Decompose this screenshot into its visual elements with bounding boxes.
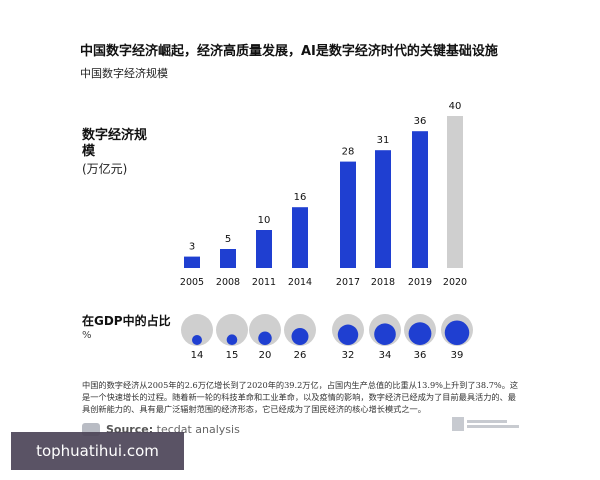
bar [292, 207, 308, 268]
gdp-share-value-label: 26 [294, 350, 307, 361]
bar-value-label: 10 [258, 215, 271, 226]
chart-subtitle: 中国数字经济规模 [80, 67, 168, 80]
gdp-share-value-label: 39 [451, 350, 464, 361]
x-tick-label: 2018 [371, 277, 395, 288]
gdp-share-value-label: 32 [342, 350, 355, 361]
bar [447, 116, 463, 268]
bar-value-label: 28 [342, 147, 355, 158]
publisher-stamp-icon [452, 417, 519, 431]
gdp-share-value-label: 15 [226, 350, 239, 361]
bar-value-label: 5 [225, 234, 231, 245]
bar [412, 131, 428, 268]
gdp-share-value-label: 20 [259, 350, 272, 361]
bar-value-label: 3 [189, 242, 195, 253]
y-axis-label: 数字经济规模 [82, 128, 148, 159]
bar [375, 150, 391, 268]
bar-value-label: 31 [377, 135, 390, 146]
bar [340, 161, 356, 268]
gdp-share-bubble [192, 335, 202, 345]
x-tick-label: 2005 [180, 277, 204, 288]
gdp-share-bubble [291, 328, 309, 346]
gdp-share-unit: % [82, 330, 92, 341]
x-tick-label: 2019 [408, 277, 432, 288]
gdp-share-value-label: 34 [379, 350, 392, 361]
gdp-share-bubble [374, 323, 396, 345]
x-tick-label: 2008 [216, 277, 240, 288]
gdp-share-value-label: 36 [414, 350, 427, 361]
gdp-share-value-label: 14 [191, 350, 204, 361]
x-tick-label: 2011 [252, 277, 276, 288]
gdp-share-bubble-bg [181, 314, 213, 346]
x-tick-label: 2020 [443, 277, 467, 288]
bar [220, 249, 236, 268]
gdp-share-title: 在GDP中的占比 [82, 314, 171, 328]
gdp-share-bubble-bg [216, 314, 248, 346]
y-axis-unit: (万亿元) [82, 162, 128, 176]
watermark: tophuatihui.com [11, 432, 184, 470]
description-text: 中国的数字经济从2005年的2.6万亿增长到了2020年的39.2万亿，占国内生… [82, 380, 519, 414]
bar-value-label: 40 [449, 101, 462, 112]
gdp-share-bubble-bg [249, 314, 281, 346]
gdp-share-bubble [226, 334, 238, 346]
gdp-share-bubble [258, 331, 272, 345]
bar-value-label: 36 [414, 116, 427, 127]
gdp-share-bubble [408, 322, 432, 346]
bar [184, 256, 200, 268]
gdp-share-bubble [444, 320, 470, 345]
x-tick-label: 2017 [336, 277, 360, 288]
page-title: 中国数字经济崛起，经济高质量发展，AI是数字经济时代的关键基础设施 [80, 44, 498, 59]
gdp-share-bubble [337, 324, 359, 345]
x-tick-label: 2014 [288, 277, 312, 288]
bar-value-label: 16 [294, 192, 307, 203]
bar [256, 230, 272, 268]
